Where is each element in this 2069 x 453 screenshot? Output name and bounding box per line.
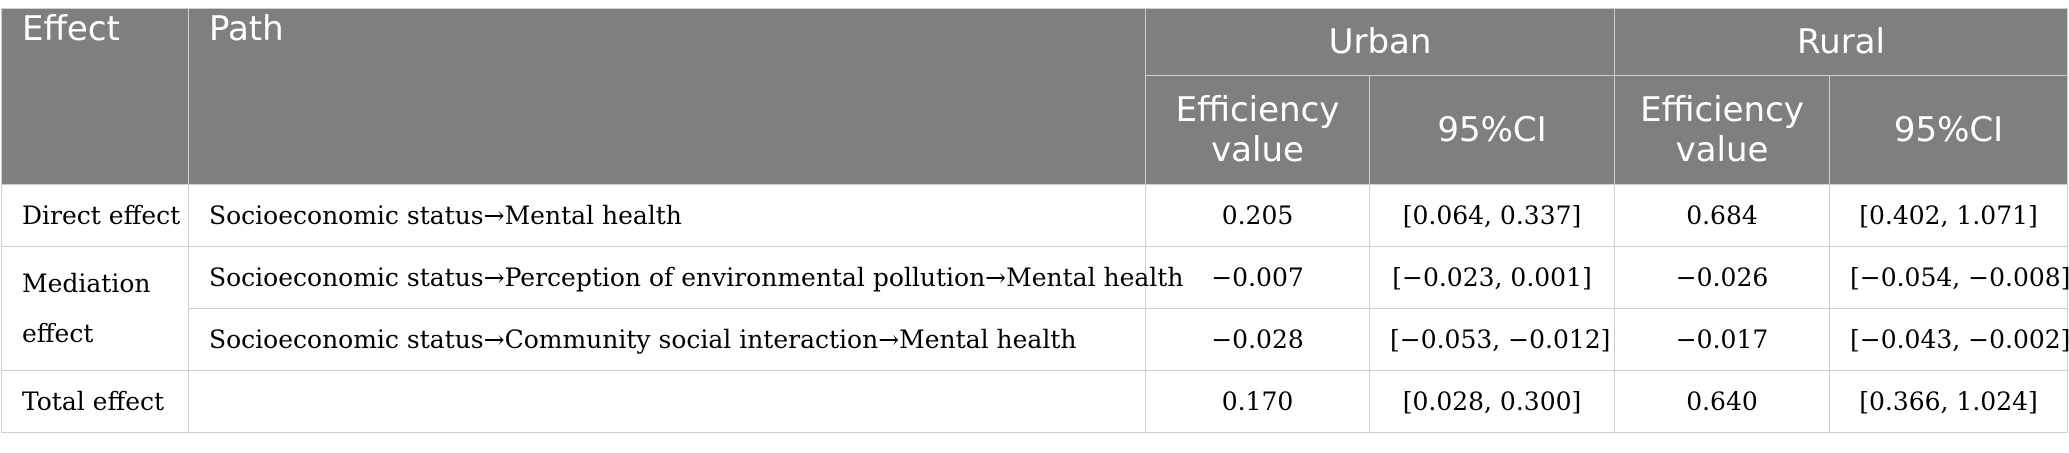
header-row-subcolumns: Efficiency value 95%CI Efficiency value …	[2, 75, 2068, 185]
header-urban-efficiency-value: Efficiency value	[1145, 75, 1370, 185]
cell-urban-ci: [−0.023, 0.001]	[1369, 246, 1615, 309]
header-urban: Urban	[1145, 8, 1615, 76]
header-rural-ci: 95%CI	[1829, 75, 2068, 185]
cell-effect: Mediation effect	[1, 246, 189, 371]
cell-urban-ci: [−0.053, −0.012]	[1369, 308, 1615, 371]
mediation-results-table: Effect Path Urban Rural Efficiency value…	[1, 8, 2069, 433]
cell-urban-value: 0.170	[1145, 370, 1370, 433]
cell-effect: Total effect	[1, 370, 189, 433]
cell-urban-value: −0.028	[1145, 308, 1370, 371]
cell-rural-value: −0.017	[1614, 308, 1830, 371]
header-rural: Rural	[1614, 8, 2068, 76]
table-row: Direct effect Socioeconomic status→Menta…	[1, 184, 2068, 247]
cell-path: Socioeconomic status→Community social in…	[188, 308, 1146, 371]
cell-urban-ci: [0.028, 0.300]	[1369, 370, 1615, 433]
header-effect: Effect	[1, 8, 189, 185]
cell-rural-value: 0.684	[1614, 184, 1830, 247]
cell-rural-ci: [0.402, 1.071]	[1829, 184, 2068, 247]
cell-urban-value: −0.007	[1145, 246, 1370, 309]
cell-rural-ci: [−0.043, −0.002]	[1829, 308, 2069, 371]
table-row: Total effect 0.170 [0.028, 0.300] 0.640 …	[1, 370, 2068, 433]
table-header: Effect Path Urban Rural Efficiency value…	[1, 8, 2068, 185]
cell-path: Socioeconomic status→Mental health	[188, 184, 1146, 247]
table-body: Direct effect Socioeconomic status→Menta…	[1, 184, 2069, 433]
header-row-groups: Effect Path Urban Rural	[1, 8, 2068, 185]
cell-rural-value: −0.026	[1614, 246, 1830, 309]
cell-path	[188, 370, 1146, 433]
header-path: Path	[188, 8, 1146, 185]
header-urban-ci: 95%CI	[1369, 75, 1615, 185]
cell-path: Socioeconomic status→Perception of envir…	[188, 246, 1183, 309]
table-row: Mediation effect Socioeconomic status→Pe…	[1, 246, 2069, 371]
cell-rural-ci: [0.366, 1.024]	[1829, 370, 2068, 433]
cell-urban-ci: [0.064, 0.337]	[1369, 184, 1615, 247]
cell-rural-ci: [−0.054, −0.008]	[1829, 246, 2069, 309]
cell-effect: Direct effect	[1, 184, 189, 247]
cell-rural-value: 0.640	[1614, 370, 1830, 433]
header-rural-efficiency-value: Efficiency value	[1614, 75, 1830, 185]
table-row: Socioeconomic status→Community social in…	[2, 308, 2069, 371]
cell-urban-value: 0.205	[1145, 184, 1370, 247]
